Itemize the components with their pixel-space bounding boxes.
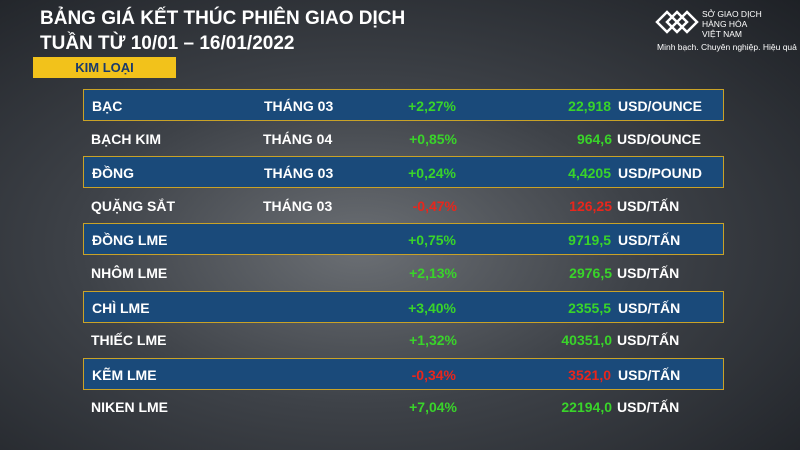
- table-row: NIKEN LME +7,04% 22194,0 USD/TẤN: [83, 391, 724, 423]
- commodity-name: QUẶNG SẮT: [91, 197, 175, 214]
- unit: USD/TẤN: [617, 197, 680, 214]
- unit: USD/TẤN: [618, 366, 681, 383]
- table-row: KẼM LME -0,34% 3521,0 USD/TẤN: [83, 357, 724, 390]
- title: BẢNG GIÁ KẾT THÚC PHIÊN GIAO DỊCH: [40, 8, 406, 29]
- contract-month: THÁNG 03: [264, 165, 334, 182]
- price: 22194,0: [561, 399, 612, 416]
- commodity-name: BẠC: [92, 98, 123, 114]
- logo-icon: [655, 10, 699, 34]
- commodity-name: THIẾC LME: [91, 332, 167, 349]
- contract-month: THÁNG 03: [264, 98, 334, 114]
- table-row: CHÌ LME +3,40% 2355,5 USD/TẤN: [83, 290, 724, 323]
- table-row: THIẾC LME +1,32% 40351,0 USD/TẤN: [83, 324, 724, 356]
- logo-text: HÀNG HÓA: [702, 19, 748, 29]
- unit: USD/TẤN: [617, 399, 680, 416]
- commodity-name: ĐỒNG: [92, 165, 134, 182]
- table-row: BẠCH KIM THÁNG 04 +0,85% 964,6 USD/OUNCE: [83, 123, 724, 155]
- price-change: -0,47%: [412, 197, 457, 214]
- table-row: NHÔM LME +2,13% 2976,5 USD/TẤN: [83, 257, 724, 289]
- price-change: +3,40%: [408, 299, 456, 316]
- price-change: +1,32%: [409, 332, 457, 349]
- price: 40351,0: [561, 332, 612, 349]
- tagline: Minh bạch. Chuyên nghiệp. Hiệu quả: [657, 42, 797, 52]
- price: 4,4205: [568, 165, 611, 182]
- commodity-name: ĐỒNG LME: [92, 232, 168, 249]
- logo-text: VIỆT NAM: [702, 29, 742, 39]
- price: 964,6: [576, 130, 612, 147]
- price: 126,25: [569, 197, 612, 214]
- table-row: ĐỒNG LME +0,75% 9719,5 USD/TẤN: [83, 223, 724, 256]
- commodity-name: CHÌ LME: [92, 299, 150, 316]
- price-change: +0,75%: [408, 232, 456, 249]
- commodity-name: BẠCH KIM: [91, 130, 161, 147]
- table-row: QUẶNG SẮT THÁNG 03 -0,47% 126,25 USD/TẤN: [83, 190, 724, 222]
- price: 9719,5: [568, 232, 611, 249]
- price-change: +2,13%: [409, 265, 457, 281]
- unit: USD/TẤN: [618, 299, 681, 316]
- unit: USD/TẤN: [617, 332, 680, 349]
- contract-month: THÁNG 03: [263, 197, 333, 214]
- unit: USD/POUND: [618, 165, 703, 182]
- price-change: -0,34%: [411, 366, 456, 383]
- commodity-name: NIKEN LME: [91, 399, 168, 416]
- category-tag: KIM LOẠI: [33, 57, 176, 78]
- table-row: BẠC THÁNG 03 +2,27% 22,918 USD/OUNCE: [83, 89, 724, 121]
- price: 2355,5: [568, 299, 611, 316]
- logo-text: SỞ GIAO DỊCH: [702, 9, 762, 19]
- commodity-name: NHÔM LME: [91, 265, 168, 281]
- unit: USD/TẤN: [617, 265, 680, 281]
- price: 2976,5: [569, 265, 612, 281]
- subtitle: TUẦN TỪ 10/01 – 16/01/2022: [40, 33, 295, 54]
- table-row: ĐỒNG THÁNG 03 +0,24% 4,4205 USD/POUND: [83, 156, 724, 189]
- price: 22,918: [568, 98, 611, 114]
- contract-month: THÁNG 04: [263, 130, 333, 147]
- commodity-name: KẼM LME: [92, 366, 157, 383]
- unit: USD/OUNCE: [617, 130, 702, 147]
- price-change: +2,27%: [408, 98, 456, 114]
- price: 3521,0: [568, 366, 611, 383]
- unit: USD/TẤN: [618, 232, 681, 249]
- unit: USD/OUNCE: [618, 98, 703, 114]
- price-change: +0,85%: [409, 130, 457, 147]
- price-change: +7,04%: [409, 399, 457, 416]
- price-change: +0,24%: [408, 165, 456, 182]
